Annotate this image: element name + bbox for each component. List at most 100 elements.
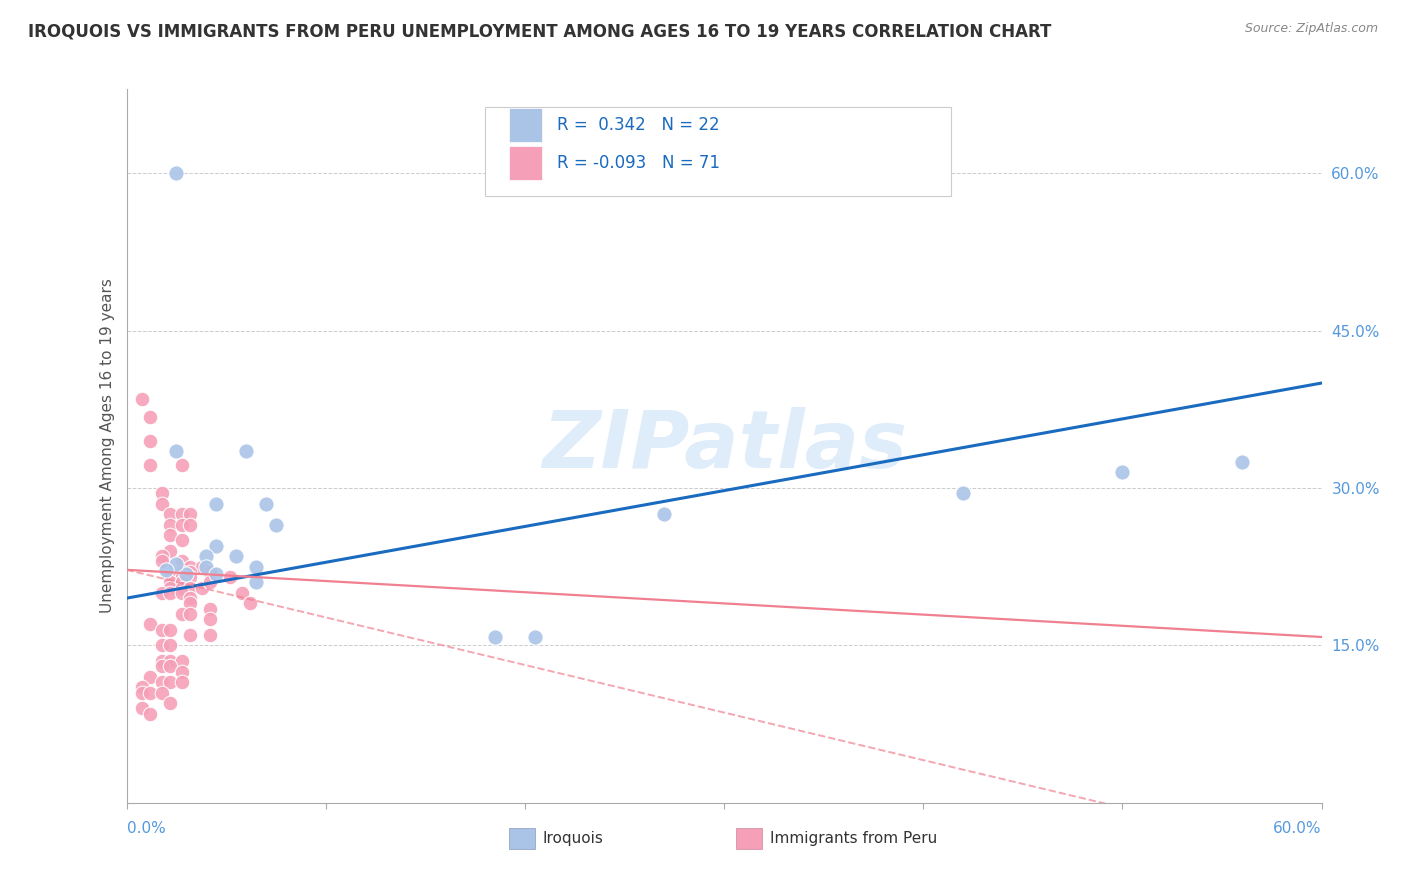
Point	[205, 539, 228, 553]
Point	[155, 563, 177, 577]
Point	[159, 581, 181, 595]
Point	[174, 567, 197, 582]
Text: IROQUOIS VS IMMIGRANTS FROM PERU UNEMPLOYMENT AMONG AGES 16 TO 19 YEARS CORRELAT: IROQUOIS VS IMMIGRANTS FROM PERU UNEMPLO…	[28, 22, 1052, 40]
Point	[159, 517, 181, 532]
Point	[172, 607, 194, 621]
Point	[172, 665, 194, 679]
Point	[139, 434, 162, 448]
Point	[159, 675, 181, 690]
Point	[200, 565, 222, 579]
Point	[159, 623, 181, 637]
Point	[172, 458, 194, 472]
Point	[172, 581, 194, 595]
Point	[159, 639, 181, 653]
Point	[191, 581, 214, 595]
Point	[131, 681, 153, 695]
Point	[165, 557, 187, 571]
Point	[139, 706, 162, 721]
Point	[172, 517, 194, 532]
Point	[172, 565, 194, 579]
Point	[172, 575, 194, 590]
Point	[200, 628, 222, 642]
Point	[150, 486, 174, 500]
Text: ZIPatlas: ZIPatlas	[541, 407, 907, 485]
Point	[179, 607, 201, 621]
Point	[952, 486, 974, 500]
FancyBboxPatch shape	[485, 107, 950, 196]
Point	[219, 570, 242, 584]
Point	[245, 575, 267, 590]
Point	[139, 617, 162, 632]
Point	[225, 549, 247, 564]
Point	[159, 528, 181, 542]
Text: Iroquois: Iroquois	[543, 831, 603, 846]
Point	[150, 675, 174, 690]
Point	[165, 166, 187, 180]
Point	[150, 639, 174, 653]
Point	[165, 444, 187, 458]
Point	[139, 670, 162, 684]
Text: 0.0%: 0.0%	[127, 821, 166, 836]
Point	[179, 570, 201, 584]
Point	[131, 392, 153, 406]
Point	[191, 559, 214, 574]
Point	[195, 559, 218, 574]
Point	[139, 409, 162, 424]
Point	[150, 549, 174, 564]
Point	[205, 497, 228, 511]
Point	[179, 517, 201, 532]
Point	[254, 497, 277, 511]
Point	[172, 554, 194, 568]
Point	[172, 507, 194, 521]
Point	[200, 601, 222, 615]
Point	[179, 596, 201, 610]
Text: R =  0.342   N = 22: R = 0.342 N = 22	[557, 116, 720, 134]
Point	[1230, 455, 1253, 469]
Bar	[737, 828, 762, 849]
Bar	[509, 828, 536, 849]
Text: R = -0.093   N = 71: R = -0.093 N = 71	[557, 154, 720, 172]
Point	[131, 685, 153, 699]
Point	[484, 630, 506, 644]
Point	[159, 507, 181, 521]
Point	[159, 696, 181, 710]
Text: Source: ZipAtlas.com: Source: ZipAtlas.com	[1244, 22, 1378, 36]
Point	[172, 570, 194, 584]
Point	[139, 458, 162, 472]
Point	[159, 544, 181, 558]
Point	[179, 581, 201, 595]
Text: Immigrants from Peru: Immigrants from Peru	[769, 831, 936, 846]
Point	[131, 701, 153, 715]
Point	[239, 596, 262, 610]
Point	[150, 685, 174, 699]
Point	[150, 654, 174, 668]
Bar	[509, 146, 543, 180]
Point	[150, 497, 174, 511]
Point	[172, 533, 194, 548]
Point	[264, 517, 287, 532]
Point	[159, 575, 181, 590]
Bar	[509, 108, 543, 142]
Point	[652, 507, 675, 521]
Point	[245, 559, 267, 574]
Point	[172, 586, 194, 600]
Point	[139, 685, 162, 699]
Point	[179, 507, 201, 521]
Point	[159, 659, 181, 673]
Point	[179, 559, 201, 574]
Point	[172, 654, 194, 668]
Point	[200, 612, 222, 626]
Point	[150, 659, 174, 673]
Point	[200, 575, 222, 590]
Point	[150, 586, 174, 600]
Point	[205, 567, 228, 582]
Point	[179, 628, 201, 642]
Point	[159, 586, 181, 600]
Point	[179, 591, 201, 606]
Point	[179, 565, 201, 579]
Point	[159, 654, 181, 668]
Point	[159, 570, 181, 584]
Point	[195, 549, 218, 564]
Point	[235, 444, 257, 458]
Point	[231, 586, 253, 600]
